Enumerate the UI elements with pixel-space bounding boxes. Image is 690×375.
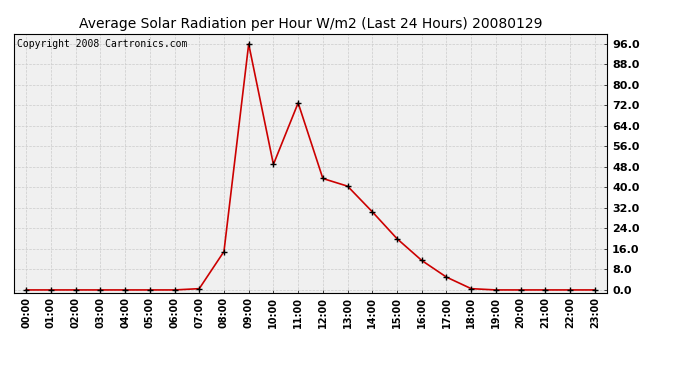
Text: Copyright 2008 Cartronics.com: Copyright 2008 Cartronics.com [17,39,187,49]
Title: Average Solar Radiation per Hour W/m2 (Last 24 Hours) 20080129: Average Solar Radiation per Hour W/m2 (L… [79,17,542,31]
